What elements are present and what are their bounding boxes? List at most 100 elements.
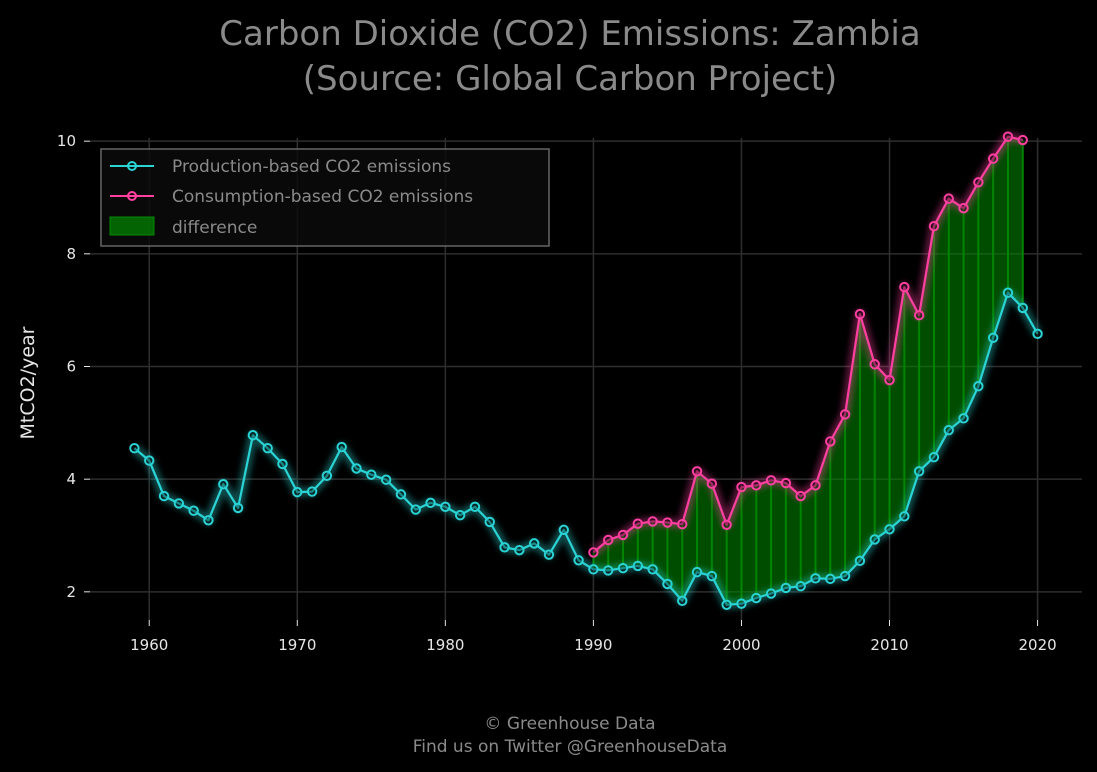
production-point	[351, 463, 362, 474]
production-point	[795, 581, 806, 592]
production-point	[262, 442, 273, 454]
difference-fill	[592, 136, 1024, 605]
production-point	[528, 538, 540, 549]
production-point	[336, 441, 347, 453]
production-point	[366, 469, 377, 480]
consumption-point	[958, 203, 969, 214]
x-tick-label: 2000	[722, 636, 760, 654]
production-point	[247, 430, 259, 441]
production-point	[854, 555, 866, 567]
consumption-point	[780, 477, 792, 489]
consumption-line	[592, 135, 1024, 554]
consumption-point	[943, 193, 954, 204]
consumption-point	[913, 310, 925, 321]
production-point	[899, 511, 910, 522]
consumption-point	[973, 177, 984, 188]
production-point	[603, 565, 614, 576]
consumption-point	[1017, 134, 1028, 146]
consumption-point	[810, 480, 821, 491]
production-point	[395, 489, 407, 500]
production-point	[173, 498, 185, 509]
y-axis-label: MtCO2/year	[17, 326, 39, 439]
production-point	[277, 458, 288, 470]
consumption-point	[854, 308, 866, 320]
difference-area	[593, 136, 1023, 605]
production-point	[839, 570, 851, 582]
legend-consumption-marker	[127, 191, 137, 201]
chart-title: Carbon Dioxide (CO2) Emissions: Zambia	[219, 14, 920, 54]
production-point	[129, 442, 140, 454]
x-tick-label: 2020	[1018, 636, 1056, 654]
y-tick-label: 10	[57, 132, 76, 150]
production-point	[158, 490, 170, 502]
consumption-point	[899, 281, 910, 293]
series-lines	[133, 135, 1039, 606]
production-point	[677, 595, 688, 607]
y-axis-ticks: 2 4 6 8 10	[57, 132, 90, 601]
production-point	[632, 560, 644, 572]
production-point	[410, 504, 421, 515]
legend-production-marker	[127, 161, 137, 171]
production-point	[543, 549, 555, 560]
production-point	[928, 451, 940, 463]
production-point	[454, 510, 466, 521]
production-point	[1017, 302, 1028, 314]
x-tick-label: 1960	[130, 636, 168, 654]
consumption-point	[662, 517, 673, 528]
consumption-point	[869, 359, 880, 370]
x-tick-label: 1980	[426, 636, 464, 654]
production-point	[913, 466, 925, 477]
legend-difference-label: difference	[172, 218, 257, 238]
production-point	[987, 332, 999, 343]
consumption-point	[691, 466, 703, 477]
footer-twitter: Find us on Twitter @GreenhouseData	[413, 737, 728, 757]
production-point	[825, 573, 836, 585]
chart-subtitle: (Source: Global Carbon Project)	[303, 59, 837, 99]
production-point	[958, 413, 969, 424]
production-point	[380, 474, 392, 485]
production-point	[765, 588, 777, 599]
production-point	[588, 564, 599, 575]
production-point	[306, 486, 318, 497]
consumption-point	[588, 547, 599, 558]
production-point	[484, 516, 495, 528]
production-point	[440, 501, 451, 512]
production-point	[203, 515, 214, 526]
y-tick-label: 6	[66, 358, 76, 376]
production-point	[780, 582, 792, 594]
production-point	[573, 555, 584, 566]
consumption-point	[825, 436, 836, 447]
production-point	[869, 534, 880, 545]
consumption-point	[884, 374, 895, 386]
consumption-point	[751, 480, 762, 491]
legend-production-label: Production-based CO2 emissions	[172, 157, 451, 177]
consumption-point	[632, 518, 644, 529]
consumption-point	[647, 516, 658, 527]
x-axis-ticks: 1960 1970 1980 1990 2000 2010 2020	[130, 620, 1057, 654]
y-tick-label: 4	[66, 470, 76, 488]
x-tick-label: 2010	[870, 636, 908, 654]
y-tick-label: 2	[66, 583, 76, 601]
production-point	[647, 564, 658, 575]
production-point	[232, 502, 244, 514]
production-point	[691, 566, 703, 578]
production-point	[321, 470, 333, 481]
x-tick-label: 1990	[574, 636, 612, 654]
production-point	[425, 497, 436, 509]
production-point	[558, 524, 569, 536]
consumption-point	[928, 221, 940, 232]
consumption-point	[706, 478, 718, 489]
legend-difference-swatch	[109, 216, 155, 236]
consumption-point	[1002, 131, 1014, 142]
x-tick-label: 1970	[278, 636, 316, 654]
production-point	[973, 381, 984, 392]
production-point	[884, 524, 895, 535]
production-point	[706, 570, 718, 582]
production-point	[188, 505, 199, 516]
consumption-point	[677, 519, 688, 530]
production-point	[1032, 328, 1043, 340]
production-point	[292, 486, 303, 498]
production-point	[736, 598, 747, 609]
production-point	[943, 424, 954, 436]
